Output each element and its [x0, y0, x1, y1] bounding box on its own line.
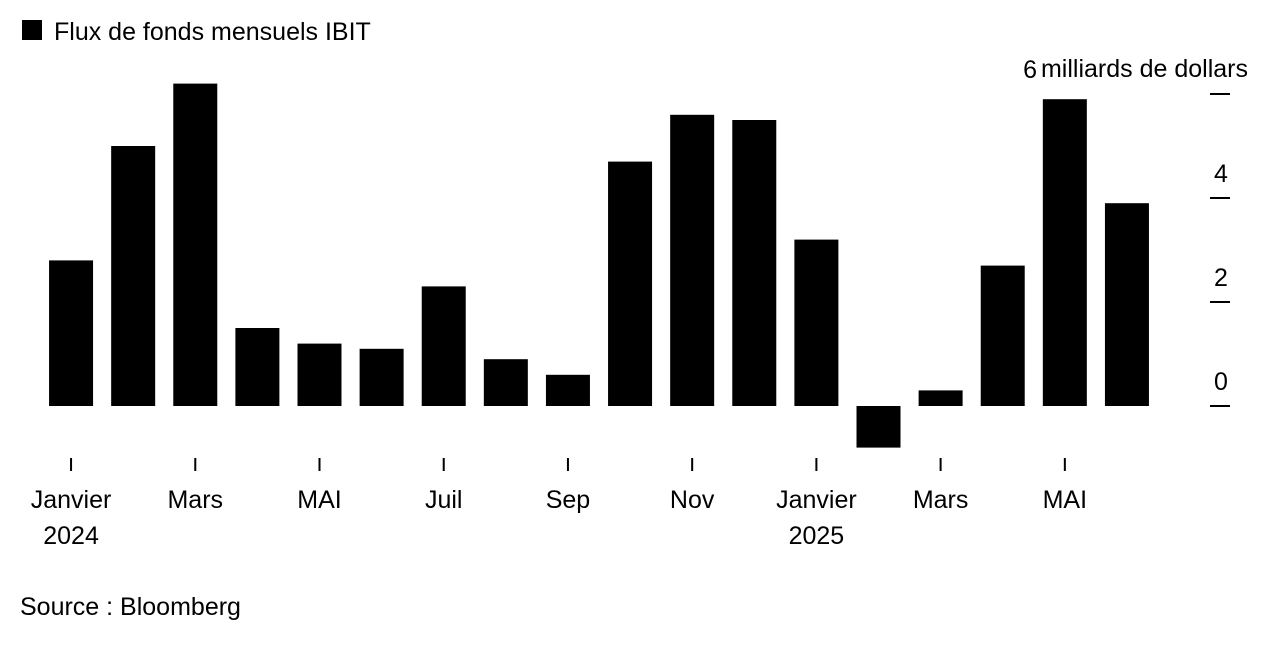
y-axis-unit: milliards de dollars: [1041, 55, 1248, 83]
x-tick-label: Sep: [546, 486, 590, 514]
bar: [980, 265, 1025, 406]
y-tick-label: 2: [1214, 264, 1228, 292]
x-tick-label: Juil: [425, 486, 463, 514]
bar: [49, 260, 94, 406]
y-tick-label: 4: [1214, 160, 1228, 188]
bar: [670, 114, 715, 407]
legend-swatch: [22, 20, 42, 40]
bar: [608, 161, 653, 406]
bar: [483, 359, 528, 406]
x-tick-label: Nov: [670, 486, 715, 514]
source: Source : Bloomberg: [20, 593, 241, 621]
x-tick-label: MAI: [1043, 486, 1087, 514]
x-tick-label: Mars: [167, 486, 223, 514]
y-tick-label: 6: [1023, 56, 1037, 84]
x-tick-label: Mars: [913, 486, 969, 514]
x-tick-label: Janvier 2025: [776, 486, 857, 550]
bar: [856, 406, 901, 448]
bar: [359, 348, 404, 406]
bar: [918, 390, 963, 406]
legend-label: Flux de fonds mensuels IBIT: [54, 18, 371, 46]
bar: [173, 83, 218, 406]
bar: [297, 343, 342, 406]
bar: [794, 239, 839, 406]
bar: [235, 328, 280, 406]
x-tick-label: Janvier 2024: [31, 486, 112, 550]
bar: [1104, 203, 1149, 406]
bar: [1042, 99, 1087, 406]
bar: [545, 374, 590, 406]
x-tick-label: MAI: [297, 486, 341, 514]
bar: [421, 286, 466, 406]
y-tick-label: 0: [1214, 368, 1228, 396]
bar: [732, 120, 777, 406]
bar: [111, 146, 156, 406]
